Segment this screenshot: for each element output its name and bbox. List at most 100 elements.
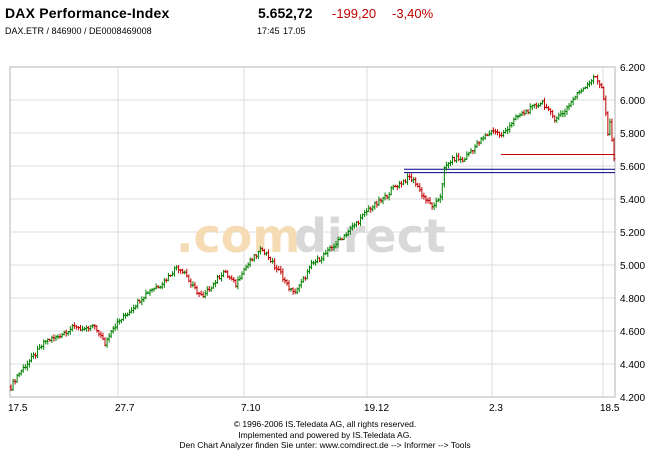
ohlc-bar	[132, 304, 136, 314]
ohlc-bar	[50, 335, 54, 343]
ohlc-bar	[461, 156, 465, 163]
ohlc-bar	[475, 139, 479, 148]
ohlc-bar	[107, 332, 111, 343]
ohlc-bar	[391, 184, 395, 191]
ohlc-bar	[177, 265, 181, 274]
ohlc-bar	[395, 184, 399, 191]
ohlc-bar	[585, 82, 589, 89]
ohlc-bar	[68, 326, 72, 335]
ohlc-bar	[547, 105, 551, 112]
y-tick-label: 5.200	[620, 228, 645, 239]
ohlc-bar	[612, 137, 616, 162]
ohlc-bar	[397, 180, 401, 189]
ohlc-bar	[587, 80, 591, 87]
ohlc-bar	[191, 281, 195, 288]
ohlc-bar	[193, 281, 197, 290]
ohlc-bar	[305, 269, 309, 280]
ohlc-bar	[60, 332, 64, 338]
ohlc-bar	[31, 352, 35, 359]
price-change-percent: -3,40%	[392, 6, 434, 21]
ohlc-bar	[279, 265, 283, 275]
copyright-line: © 1996-2006 IS.Teledata AG, all rights r…	[233, 419, 417, 429]
ohlc-bar	[438, 193, 442, 204]
ohlc-bar	[299, 278, 303, 289]
ohlc-bar	[29, 352, 33, 363]
ohlc-bar	[224, 269, 228, 273]
ohlc-bar	[111, 325, 115, 334]
ohlc-bar	[414, 177, 418, 187]
ohlc-bar	[465, 151, 469, 161]
ohlc-bar	[11, 378, 15, 391]
ohlc-bar	[213, 280, 217, 288]
ohlc-bar	[412, 177, 416, 184]
y-tick-label: 4.200	[620, 393, 645, 404]
ohlc-bar	[567, 103, 571, 111]
watermark-prefix: .com	[176, 209, 300, 263]
ohlc-bar	[512, 117, 516, 127]
ohlc-bar	[203, 290, 207, 299]
ohlc-bar	[610, 118, 614, 142]
ohlc-bar	[160, 281, 164, 290]
y-tick-label: 4.800	[620, 294, 645, 305]
chart-analyzer-link[interactable]: Den Chart Analyzer finden Sie unter: www…	[179, 440, 471, 450]
ohlc-bar	[551, 110, 555, 119]
ohlc-bar	[209, 286, 213, 292]
ohlc-bar	[377, 196, 381, 207]
ohlc-bar	[205, 286, 209, 296]
x-tick-label: 27.7	[115, 403, 135, 414]
plot-frame	[9, 66, 616, 398]
x-tick-label: 17.5	[8, 403, 28, 414]
ohlc-bar	[166, 272, 170, 282]
ohlc-bar	[477, 141, 481, 147]
ohlc-bar	[25, 360, 29, 371]
ohlc-bar	[473, 144, 477, 154]
ohlc-bar	[162, 278, 166, 288]
trend-lines	[404, 153, 615, 174]
ohlc-bar	[555, 116, 559, 123]
ohlc-bar	[21, 364, 25, 373]
y-tick-label: 4.600	[620, 327, 645, 338]
ohlc-bar	[150, 288, 154, 293]
ohlc-bar	[516, 114, 520, 120]
ohlc-bar	[58, 333, 62, 339]
ohlc-bar	[404, 179, 408, 184]
y-tick-label: 5.800	[620, 129, 645, 140]
ohlc-bar	[99, 331, 103, 339]
ohlc-bar	[93, 323, 97, 330]
ohlc-bar	[563, 108, 567, 118]
ohlc-bar	[220, 272, 224, 282]
ohlc-bar	[520, 110, 524, 117]
ohlc-bar	[240, 271, 244, 280]
price-change: -199,20	[332, 6, 377, 21]
ohlc-bar	[410, 173, 414, 183]
ohlc-bar	[483, 133, 487, 140]
ohlc-bar	[76, 326, 80, 331]
ohlc-bar	[451, 155, 455, 165]
ohlc-bar	[222, 269, 226, 278]
ohlc-bar	[510, 121, 514, 128]
ohlc-bar	[91, 323, 95, 329]
ohlc-bar	[514, 114, 518, 121]
last-price: 5.652,72	[258, 5, 313, 21]
ohlc-bar	[189, 278, 193, 288]
ohlc-bar	[17, 372, 21, 378]
ohlc-bar	[406, 173, 410, 185]
ohlc-bar	[596, 74, 600, 85]
ohlc-bar	[590, 79, 594, 86]
ohlc-bar	[156, 285, 160, 289]
ohlc-bar	[553, 115, 557, 123]
ohlc-bar	[606, 111, 610, 137]
ohlc-bar	[524, 109, 528, 115]
ohlc-bar	[440, 182, 444, 201]
y-tick-label: 4.400	[620, 360, 645, 371]
ohlc-bar	[215, 274, 219, 284]
ohlc-bar	[36, 345, 40, 359]
ohlc-bar	[197, 291, 201, 298]
x-tick-label: 7.10	[241, 403, 261, 414]
x-tick-label: 19.12	[364, 403, 389, 414]
ohlc-bar	[375, 200, 379, 208]
ohlc-bar	[277, 266, 281, 271]
ohlc-bar	[592, 74, 596, 85]
ohlc-bar	[301, 276, 305, 283]
ohlc-bar	[138, 299, 142, 304]
